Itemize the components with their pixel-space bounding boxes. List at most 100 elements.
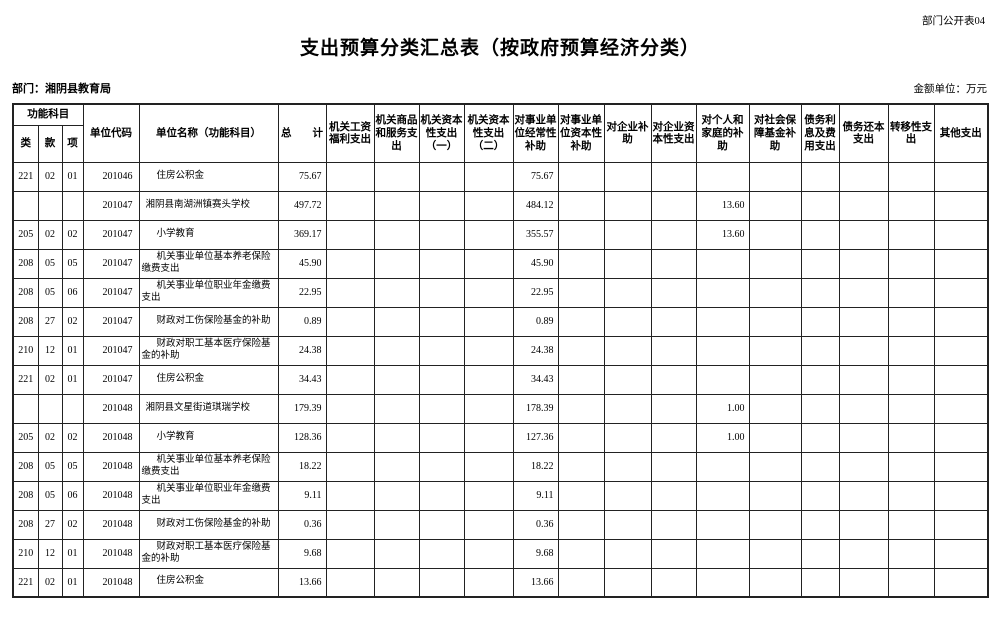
cell-xiang: 01	[61, 335, 84, 366]
cell-unit-code: 201047	[82, 335, 140, 366]
cell-econ-value	[695, 248, 750, 279]
table-row: 201048 湘阴县文星街道琪瑞学校 179.39 178.39 1.00	[12, 393, 989, 424]
cell-econ-value	[603, 190, 652, 221]
cell-econ-value	[418, 248, 465, 279]
cell-lei: 208	[12, 248, 39, 279]
cell-econ-value	[603, 306, 652, 337]
table-row: 208 05 05 201047 机关事业单位基本养老保险缴费支出 45.90 45.90	[12, 248, 989, 279]
cell-econ-value	[463, 509, 514, 540]
cell-econ-value	[418, 538, 465, 569]
cell-econ-value	[325, 277, 375, 308]
cell-xiang: 02	[61, 509, 84, 540]
cell-total: 45.90	[277, 248, 327, 279]
cell-econ-value: 45.90	[512, 248, 559, 279]
cell-econ-value	[463, 393, 514, 424]
cell-econ-value	[800, 161, 840, 192]
cell-econ-value	[418, 306, 465, 337]
cell-lei: 205	[12, 422, 39, 453]
cell-econ-value	[748, 335, 802, 366]
cell-econ-value	[838, 335, 889, 366]
cell-total: 24.38	[277, 335, 327, 366]
cell-unit-name: 小学教育	[138, 422, 279, 453]
cell-econ-value	[838, 277, 889, 308]
header-econ-col: 机关商品和服务支出	[373, 103, 420, 163]
cell-total: 22.95	[277, 277, 327, 308]
cell-kuan: 05	[37, 451, 63, 482]
cell-econ-value	[650, 422, 697, 453]
cell-econ-value	[748, 451, 802, 482]
cell-econ-value	[557, 219, 605, 250]
cell-econ-value	[603, 335, 652, 366]
cell-unit-name: 机关事业单位职业年金缴费支出	[138, 480, 279, 511]
cell-xiang	[61, 393, 84, 424]
cell-econ-value	[748, 364, 802, 395]
cell-econ-value	[373, 422, 420, 453]
cell-econ-value	[325, 480, 375, 511]
cell-econ-value	[557, 335, 605, 366]
header-econ-col: 机关资本性支出（一）	[418, 103, 465, 163]
cell-kuan	[37, 190, 63, 221]
cell-econ-value	[800, 567, 840, 598]
table-row: 208 27 02 201048 财政对工伤保险基金的补助 0.36 0.36	[12, 509, 989, 540]
cell-econ-value	[325, 190, 375, 221]
cell-econ-value: 13.66	[512, 567, 559, 598]
header-econ-col: 机关资本性支出（二）	[463, 103, 514, 163]
header-lei: 类	[12, 124, 39, 163]
cell-unit-code: 201047	[82, 219, 140, 250]
cell-lei: 208	[12, 306, 39, 337]
cell-econ-value	[695, 161, 750, 192]
cell-lei: 208	[12, 451, 39, 482]
cell-econ-value	[603, 364, 652, 395]
cell-econ-value	[603, 422, 652, 453]
header-econ-col: 债务利息及费用支出	[800, 103, 840, 163]
cell-econ-value	[650, 219, 697, 250]
cell-econ-value	[650, 161, 697, 192]
cell-econ-value	[373, 538, 420, 569]
cell-econ-value: 484.12	[512, 190, 559, 221]
cell-econ-value	[463, 306, 514, 337]
cell-econ-value: 9.68	[512, 538, 559, 569]
cell-econ-value	[603, 451, 652, 482]
cell-econ-value: 178.39	[512, 393, 559, 424]
cell-lei: 221	[12, 567, 39, 598]
cell-kuan: 27	[37, 509, 63, 540]
cell-econ-value	[695, 306, 750, 337]
cell-unit-code: 201047	[82, 277, 140, 308]
cell-total: 0.36	[277, 509, 327, 540]
cell-econ-value	[418, 190, 465, 221]
cell-econ-value	[933, 538, 989, 569]
cell-econ-value	[603, 480, 652, 511]
cell-econ-value	[463, 161, 514, 192]
cell-econ-value	[325, 248, 375, 279]
cell-econ-value	[650, 567, 697, 598]
table-row: 210 12 01 201048 财政对职工基本医疗保险基金的补助 9.68 9.68	[12, 538, 989, 569]
cell-econ-value	[603, 219, 652, 250]
cell-econ-value	[838, 393, 889, 424]
cell-econ-value	[603, 393, 652, 424]
cell-econ-value	[933, 219, 989, 250]
table-row: 210 12 01 201047 财政对职工基本医疗保险基金的补助 24.38 24.38	[12, 335, 989, 366]
cell-econ-value	[933, 422, 989, 453]
cell-unit-code: 201048	[82, 422, 140, 453]
cell-econ-value	[557, 190, 605, 221]
cell-econ-value	[650, 538, 697, 569]
cell-econ-value	[838, 161, 889, 192]
cell-econ-value	[557, 161, 605, 192]
cell-econ-value	[603, 161, 652, 192]
cell-kuan: 02	[37, 161, 63, 192]
cell-econ-value	[887, 509, 935, 540]
cell-econ-value	[838, 567, 889, 598]
cell-econ-value	[800, 393, 840, 424]
cell-kuan: 27	[37, 306, 63, 337]
cell-econ-value	[933, 480, 989, 511]
cell-unit-name: 机关事业单位基本养老保险缴费支出	[138, 248, 279, 279]
cell-total: 34.43	[277, 364, 327, 395]
cell-unit-code: 201047	[82, 306, 140, 337]
cell-econ-value	[695, 509, 750, 540]
cell-econ-value	[418, 451, 465, 482]
cell-econ-value	[695, 567, 750, 598]
cell-econ-value	[418, 335, 465, 366]
cell-econ-value	[887, 451, 935, 482]
cell-xiang: 01	[61, 567, 84, 598]
cell-econ-value	[887, 306, 935, 337]
